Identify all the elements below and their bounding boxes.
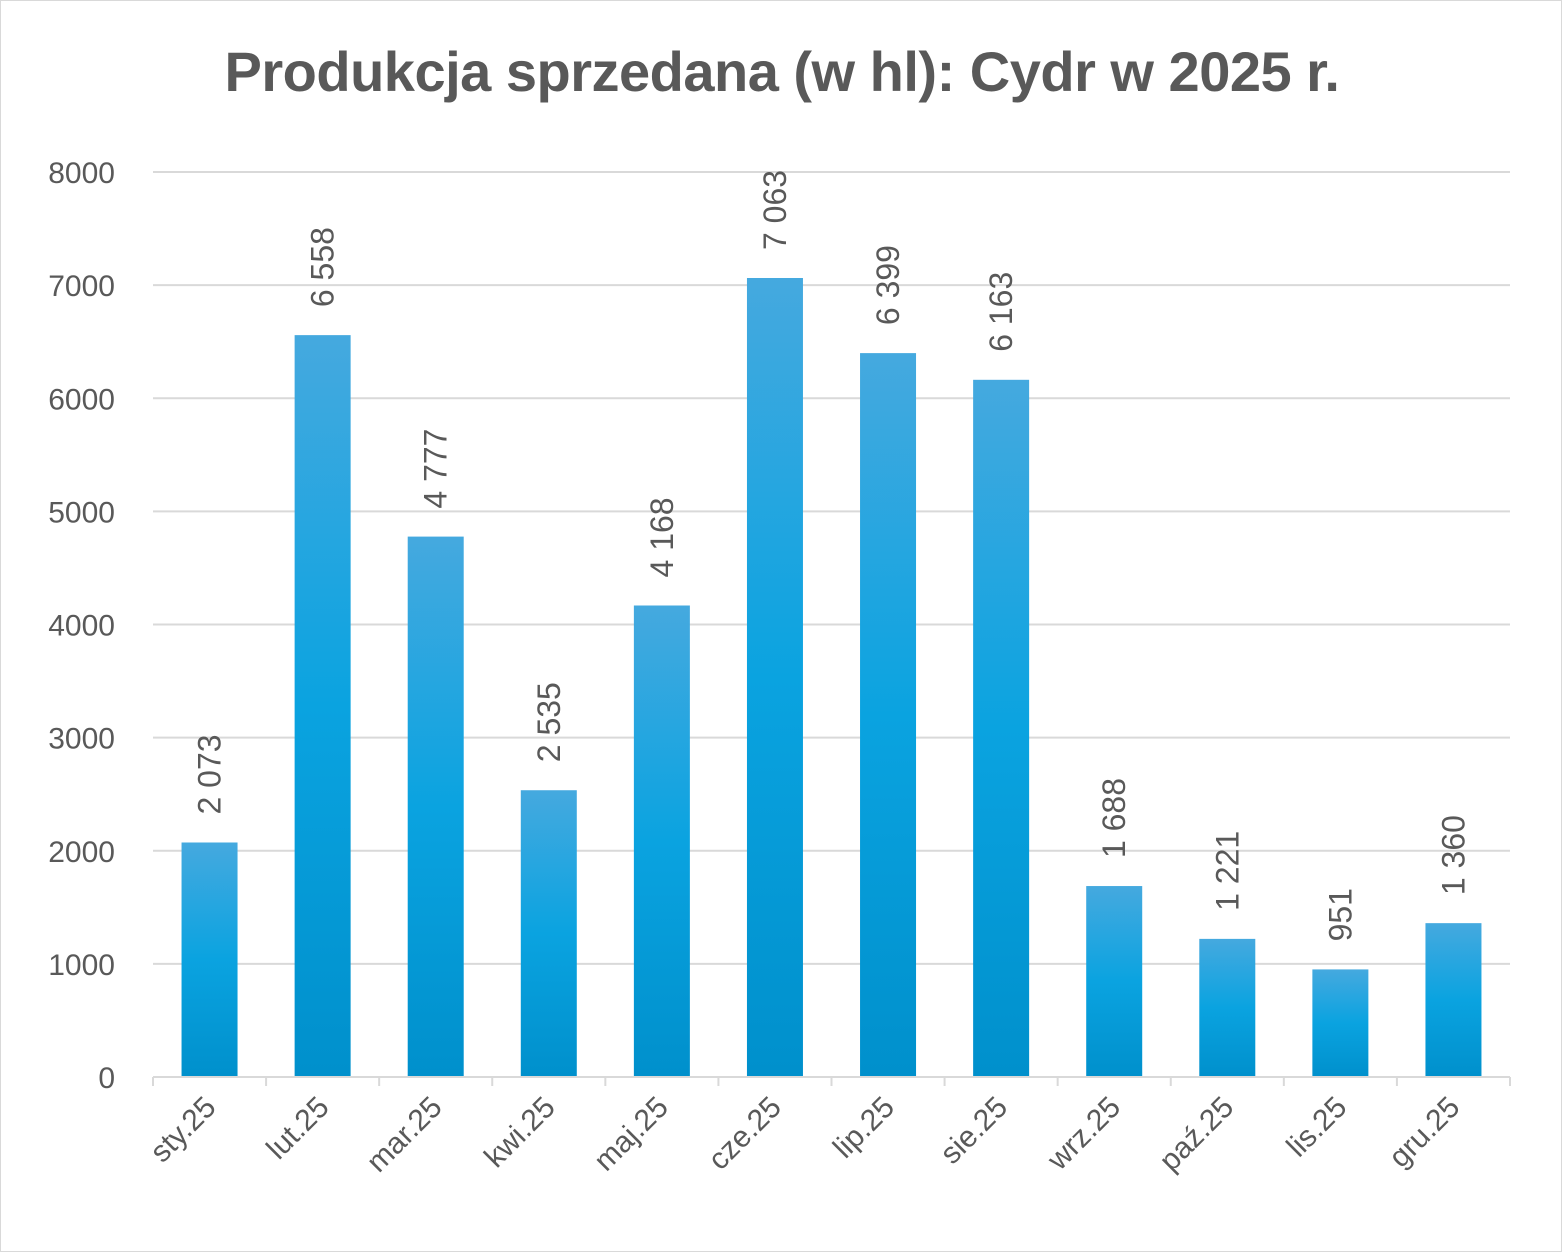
x-tick-label: sie.25 (934, 1091, 1014, 1171)
y-tick-label: 2000 (48, 836, 115, 869)
data-label: 6 558 (305, 227, 341, 307)
bar-sie.25 (973, 379, 1030, 1077)
y-tick-label: 3000 (48, 723, 115, 756)
data-label: 1 221 (1209, 831, 1245, 911)
x-tick-label: cze.25 (702, 1091, 788, 1177)
data-label: 1 688 (1096, 778, 1132, 858)
bar-cze.25 (746, 277, 803, 1077)
bar-paź.25 (1199, 938, 1256, 1077)
x-tick-label: sty.25 (144, 1091, 222, 1169)
data-label: 2 073 (192, 734, 228, 814)
y-tick-label: 1000 (48, 949, 115, 982)
bar-wrz.25 (1086, 886, 1143, 1077)
x-axis-ticks: sty.25 lut.25 mar.25 kwi.25 maj.25 cze.25 lip.… (144, 1091, 1466, 1179)
data-label: 4 777 (418, 429, 454, 509)
data-label: 6 399 (870, 245, 906, 325)
x-tick-label: paź.25 (1153, 1091, 1240, 1178)
bars (181, 277, 1482, 1078)
y-tick-label: 7000 (48, 270, 115, 303)
x-tick-label: mar.25 (360, 1091, 448, 1179)
chart-title: Produkcja sprzedana (w hl): Cydr w 2025 … (224, 40, 1340, 103)
bar-kwi.25 (520, 790, 577, 1077)
x-tick-label: lip.25 (827, 1091, 901, 1165)
y-tick-label: 5000 (48, 496, 115, 529)
bar-maj.25 (633, 605, 690, 1077)
x-tick-label: gru.25 (1383, 1091, 1466, 1174)
x-tick-label: lut.25 (260, 1091, 335, 1166)
y-tick-label: 4000 (48, 610, 115, 643)
x-tick-label: maj.25 (588, 1091, 675, 1178)
y-tick-label: 6000 (48, 383, 115, 416)
bar-lip.25 (860, 353, 917, 1077)
data-label: 2 535 (531, 682, 567, 762)
x-tick-label: lis.25 (1280, 1091, 1353, 1164)
data-label: 951 (1322, 888, 1358, 941)
data-labels: 2 073 6 558 4 777 2 535 4 168 7 063 6 399 6 163… (192, 170, 1472, 941)
data-label: 7 063 (757, 170, 793, 250)
y-tick-label: 8000 (48, 157, 115, 190)
bar-mar.25 (407, 536, 464, 1077)
gridlines (153, 171, 1510, 965)
bar-lut.25 (294, 335, 351, 1078)
data-label: 6 163 (983, 272, 1019, 352)
bar-gru.25 (1425, 923, 1482, 1077)
y-axis-ticks: 0 1000 2000 3000 4000 5000 6000 7000 8000 (48, 157, 115, 1095)
y-tick-label: 0 (98, 1062, 115, 1095)
x-tick-label: kwi.25 (478, 1091, 561, 1174)
data-label: 1 360 (1435, 815, 1471, 895)
x-axis (152, 1076, 1511, 1086)
bar-lis.25 (1312, 969, 1369, 1077)
x-tick-label: wrz.25 (1041, 1091, 1128, 1178)
bar-sty.25 (181, 842, 238, 1077)
data-label: 4 168 (644, 497, 680, 577)
